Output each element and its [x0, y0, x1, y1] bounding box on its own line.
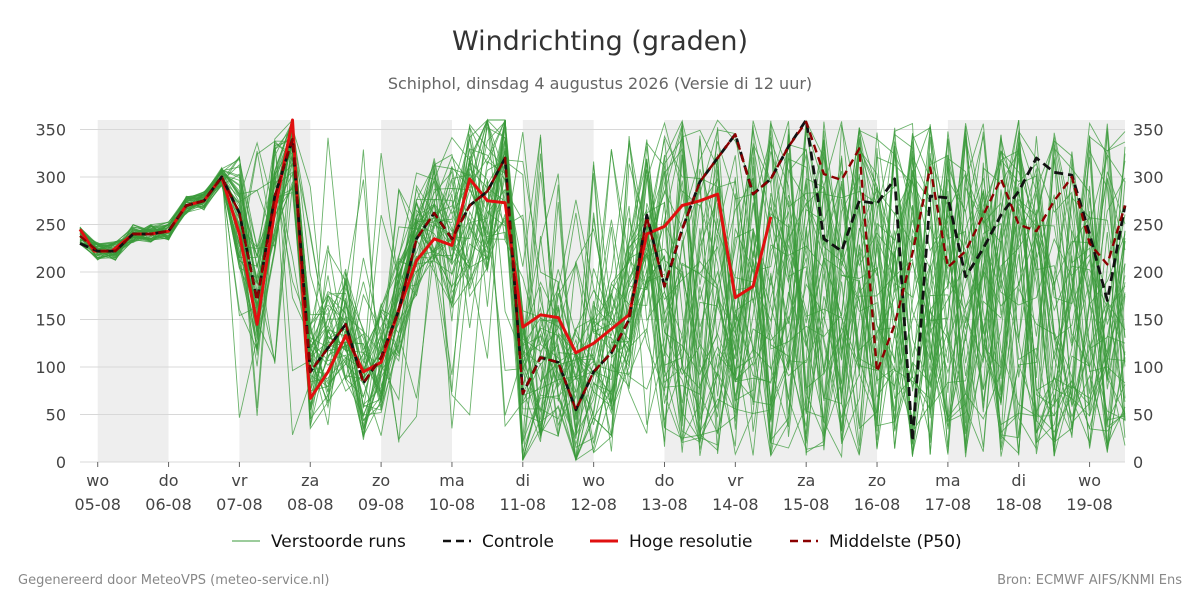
- ensemble-member-17: [79, 121, 1126, 452]
- x-tick-weekday-06-08: do: [159, 471, 179, 490]
- x-tick-weekday-11-08: di: [515, 471, 530, 490]
- ensemble-member-39: [79, 119, 1126, 448]
- footer-source: Bron: ECMWF AIFS/KNMI Ens: [997, 573, 1182, 588]
- legend-label-0: Verstoorde runs: [271, 532, 406, 552]
- x-tick-weekday-08-08: za: [301, 471, 319, 490]
- x-tick-date-08-08: 08-08: [287, 495, 334, 514]
- x-tick-date-13-08: 13-08: [641, 495, 688, 514]
- x-tick-weekday-19-08: wo: [1078, 471, 1101, 490]
- x-tick-date-15-08: 15-08: [783, 495, 830, 514]
- x-tick-weekday-18-08: di: [1011, 471, 1026, 490]
- x-tick-date-17-08: 17-08: [925, 495, 972, 514]
- x-tick-weekday-16-08: zo: [868, 471, 886, 490]
- x-tick-weekday-09-08: zo: [372, 471, 390, 490]
- y-tick-right-100: 100: [1133, 358, 1164, 377]
- y-tick-left-0: 0: [56, 453, 66, 472]
- x-axis: wo 05-08 do 06-08 vr 07-08 za 08-08 zo 09-08 ma 10-…: [74, 462, 1113, 514]
- x-tick-weekday-14-08: vr: [727, 471, 743, 490]
- legend-label-3: Middelste (P50): [829, 532, 962, 552]
- footer-generated: Gegenereerd door MeteoVPS (meteo-service…: [18, 573, 329, 588]
- shaded-period-0: [97, 120, 169, 462]
- x-tick-weekday-05-08: wo: [86, 471, 109, 490]
- y-tick-right-150: 150: [1133, 311, 1164, 330]
- x-tick-date-06-08: 06-08: [145, 495, 192, 514]
- y-tick-right-200: 200: [1133, 263, 1164, 282]
- y-axis-left: 0 50 100 150 200 250 300 350: [35, 121, 66, 473]
- x-tick-date-05-08: 05-08: [74, 495, 121, 514]
- ensemble-member-32: [79, 119, 1126, 450]
- legend-label-2: Hoge resolutie: [629, 532, 753, 552]
- x-tick-weekday-07-08: vr: [231, 471, 247, 490]
- x-tick-date-12-08: 12-08: [570, 495, 617, 514]
- y-tick-left-300: 300: [35, 168, 66, 187]
- x-tick-date-10-08: 10-08: [429, 495, 476, 514]
- y-tick-right-50: 50: [1133, 406, 1153, 425]
- ensemble-member-35: [79, 119, 1126, 446]
- y-tick-left-350: 350: [35, 121, 66, 140]
- x-tick-date-11-08: 11-08: [500, 495, 547, 514]
- y-tick-right-0: 0: [1133, 453, 1143, 472]
- ensemble-member-31: [79, 126, 1126, 437]
- ensemble-member-33: [79, 119, 1126, 442]
- ensemble-member-42: [79, 119, 1126, 458]
- y-tick-left-250: 250: [35, 216, 66, 235]
- x-tick-date-14-08: 14-08: [712, 495, 759, 514]
- x-tick-date-16-08: 16-08: [854, 495, 901, 514]
- y-tick-right-250: 250: [1133, 216, 1164, 235]
- y-tick-left-150: 150: [35, 311, 66, 330]
- x-tick-weekday-12-08: wo: [582, 471, 605, 490]
- main-series: [78, 118, 1127, 443]
- series-middelste-p50-: [79, 120, 1127, 411]
- chart-subtitle: Schiphol, dinsdag 4 augustus 2026 (Versi…: [388, 74, 812, 93]
- y-tick-left-50: 50: [46, 406, 66, 425]
- x-tick-weekday-15-08: za: [797, 471, 815, 490]
- x-tick-weekday-10-08: ma: [439, 471, 464, 490]
- legend: Verstoorde runs Controle Hoge resolutie Mid…: [232, 532, 962, 552]
- x-tick-weekday-13-08: do: [655, 471, 675, 490]
- x-tick-weekday-17-08: ma: [935, 471, 960, 490]
- x-tick-date-18-08: 18-08: [995, 495, 1042, 514]
- y-tick-left-200: 200: [35, 263, 66, 282]
- ensemble-member-48: [79, 119, 1126, 456]
- y-axis-right: 0 50 100 150 200 250 300 350: [1133, 121, 1164, 473]
- ensemble-member-41: [79, 118, 1126, 457]
- y-tick-left-100: 100: [35, 358, 66, 377]
- ensemble-member-46: [80, 128, 1126, 461]
- chart-title: Windrichting (graden): [452, 26, 748, 57]
- series-controle: [79, 118, 1127, 443]
- y-tick-right-350: 350: [1133, 121, 1164, 140]
- x-tick-date-09-08: 09-08: [358, 495, 405, 514]
- ensemble-member-49: [79, 120, 1126, 448]
- y-tick-right-300: 300: [1133, 168, 1164, 187]
- legend-label-1: Controle: [482, 532, 554, 552]
- x-tick-date-19-08: 19-08: [1066, 495, 1113, 514]
- x-tick-date-07-08: 07-08: [216, 495, 263, 514]
